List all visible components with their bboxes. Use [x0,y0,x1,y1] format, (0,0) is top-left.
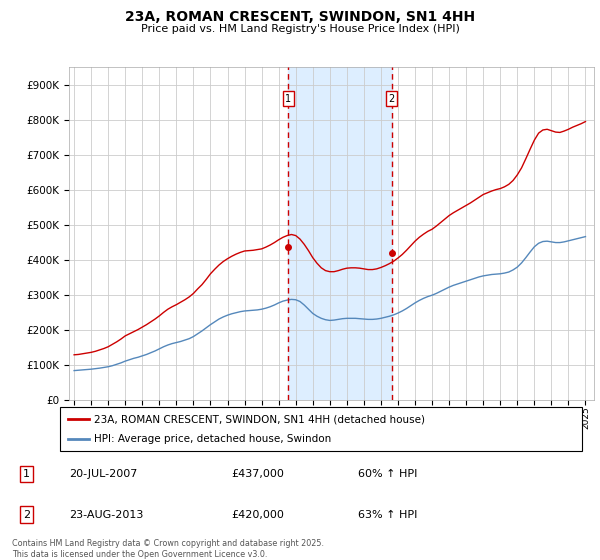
Text: 20-JUL-2007: 20-JUL-2007 [70,469,138,479]
Text: HPI: Average price, detached house, Swindon: HPI: Average price, detached house, Swin… [94,433,331,444]
Text: 2: 2 [389,94,395,104]
Text: 23A, ROMAN CRESCENT, SWINDON, SN1 4HH: 23A, ROMAN CRESCENT, SWINDON, SN1 4HH [125,10,475,24]
Text: Contains HM Land Registry data © Crown copyright and database right 2025.
This d: Contains HM Land Registry data © Crown c… [12,539,324,559]
Text: £437,000: £437,000 [231,469,284,479]
Text: 63% ↑ HPI: 63% ↑ HPI [358,510,417,520]
Text: £420,000: £420,000 [231,510,284,520]
Text: Price paid vs. HM Land Registry's House Price Index (HPI): Price paid vs. HM Land Registry's House … [140,24,460,34]
Text: 2: 2 [23,510,30,520]
Text: 23-AUG-2013: 23-AUG-2013 [70,510,144,520]
Text: 60% ↑ HPI: 60% ↑ HPI [358,469,417,479]
Text: 1: 1 [23,469,30,479]
Bar [288,67,392,400]
Text: 1: 1 [285,94,291,104]
Text: 23A, ROMAN CRESCENT, SWINDON, SN1 4HH (detached house): 23A, ROMAN CRESCENT, SWINDON, SN1 4HH (d… [94,414,425,424]
